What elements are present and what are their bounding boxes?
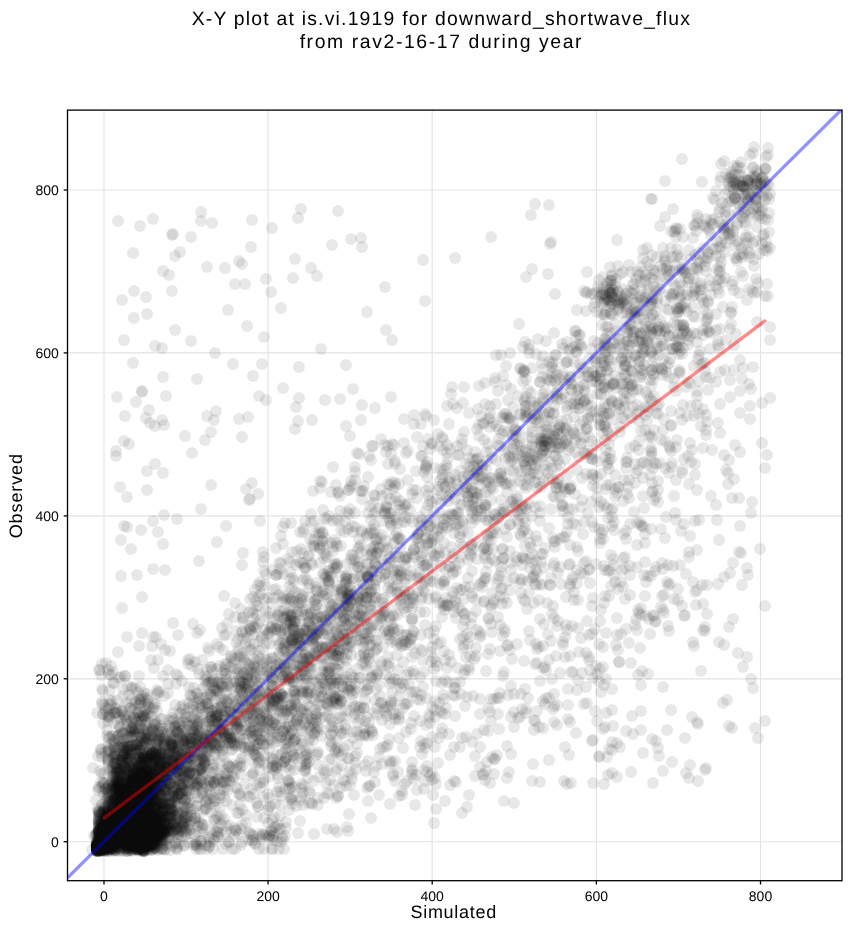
svg-text:X-Y plot at is.vi.1919 for dow: X-Y plot at is.vi.1919 for downward_shor… xyxy=(192,8,691,30)
svg-text:Observed: Observed xyxy=(7,453,27,538)
svg-text:600: 600 xyxy=(35,345,59,361)
svg-text:Simulated: Simulated xyxy=(411,902,497,922)
svg-text:600: 600 xyxy=(585,888,609,904)
svg-text:from rav2-16-17 during year: from rav2-16-17 during year xyxy=(300,31,584,53)
svg-text:200: 200 xyxy=(35,671,59,687)
svg-text:200: 200 xyxy=(256,888,280,904)
svg-text:0: 0 xyxy=(51,834,59,850)
svg-text:400: 400 xyxy=(35,508,59,524)
svg-text:800: 800 xyxy=(35,182,59,198)
svg-text:800: 800 xyxy=(749,888,773,904)
svg-text:0: 0 xyxy=(100,888,108,904)
